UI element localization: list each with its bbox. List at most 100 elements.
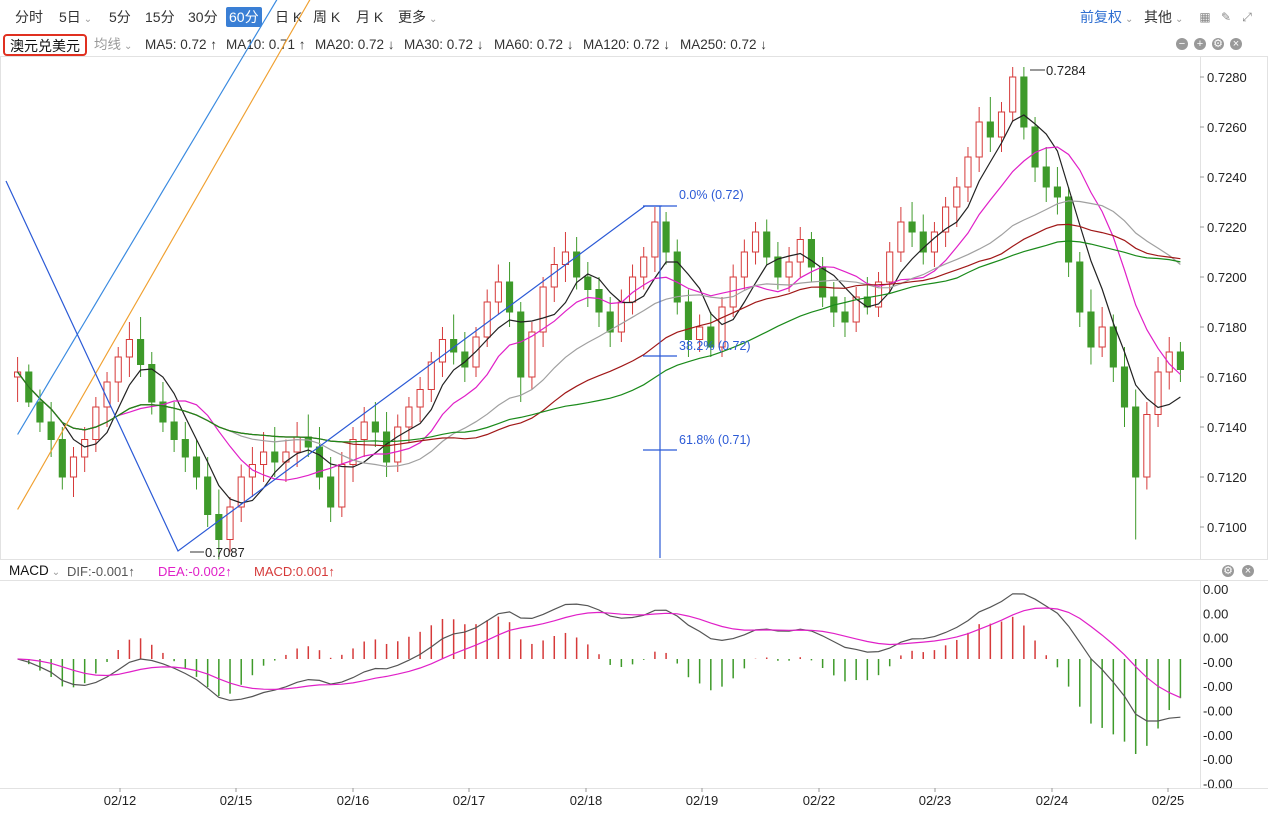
chevron-down-icon: ⌄ [124, 41, 133, 52]
candle-body [975, 121, 983, 158]
candle-body [1020, 76, 1028, 128]
period-tab-intraday[interactable]: 分时 [15, 9, 43, 25]
candle-body [81, 439, 89, 458]
fullscreen-icon[interactable]: ⤢ [1242, 10, 1252, 24]
macd-close-icon[interactable]: × [1242, 565, 1254, 577]
candle-body [237, 476, 245, 508]
period-tab-60min[interactable]: 60分 [226, 7, 262, 27]
macd-settings-gear-icon[interactable]: ⚙ [1222, 565, 1234, 577]
candle-body [1042, 166, 1050, 188]
candle-body [148, 364, 156, 403]
candle-body [204, 476, 212, 515]
macd-y-tick-label: -0.00 [1203, 776, 1233, 791]
macd-title[interactable]: MACD ⌄ [9, 563, 60, 578]
more-menu[interactable]: 更多 ⌄ [395, 7, 440, 27]
candle-body [14, 371, 22, 378]
chevron-down-icon: ⌄ [1125, 14, 1134, 25]
y-tick-label: 0.7140 [1207, 420, 1247, 435]
adjust-dropdown[interactable]: 前复权 ⌄ [1080, 7, 1133, 27]
low-value-label: 0.7087 [205, 545, 245, 560]
other-label: 其他 [1144, 9, 1172, 25]
fib-level-label: 61.8% (0.71) [679, 433, 751, 447]
avg-line-dropdown[interactable]: 均线 ⌄ [94, 37, 132, 55]
candle-body [651, 221, 659, 258]
period-tab-daily[interactable]: 日 K [275, 9, 303, 25]
macd-y-tick-label: -0.00 [1203, 655, 1233, 670]
candle-body [382, 431, 391, 463]
adjust-label: 前复权 [1080, 9, 1122, 25]
candle-body [47, 421, 55, 440]
candle-body [785, 261, 793, 278]
draw-pen-icon[interactable]: ✎ [1220, 10, 1232, 24]
other-dropdown[interactable]: 其他 ⌄ [1144, 7, 1183, 27]
x-tick-label: 02/17 [453, 793, 486, 808]
candle-body [58, 439, 66, 478]
ma250-label: MA250: 0.72 ↓ [680, 37, 768, 52]
candle-body [953, 186, 961, 208]
x-tick-label: 02/18 [570, 793, 603, 808]
candle-body [1053, 186, 1061, 198]
candle-body [539, 286, 547, 333]
period-tab-5day[interactable]: 5日 ⌄ [56, 7, 95, 27]
period-tab-weekly[interactable]: 周 K [313, 9, 341, 25]
candle-body [1009, 76, 1017, 113]
grid-icon[interactable]: ▦ [1199, 10, 1211, 24]
candle-body [192, 456, 201, 478]
candle-body [349, 439, 357, 465]
candle-body [304, 436, 312, 448]
macd-y-tick-label: -0.00 [1203, 679, 1233, 694]
candle-body [1132, 406, 1140, 478]
candle-body [271, 451, 279, 463]
period-tab-30min[interactable]: 30分 [188, 9, 218, 25]
candle-body [617, 301, 625, 333]
x-tick-label: 02/25 [1152, 793, 1185, 808]
macd-y-tick-label: -0.00 [1203, 752, 1233, 767]
macd-y-tick-label: -0.00 [1203, 728, 1233, 743]
ma120-label: MA120: 0.72 ↓ [583, 37, 671, 52]
ma-line [17, 240, 1181, 443]
candle-body [159, 401, 167, 423]
candle-body [114, 356, 122, 383]
candle-body [1065, 196, 1073, 263]
candle-body [774, 256, 782, 278]
chevron-down-icon: ⌄ [429, 14, 438, 25]
candle-body [942, 206, 950, 233]
dif-line [17, 593, 1181, 722]
candle-body [1165, 351, 1173, 373]
candle-body [69, 456, 78, 478]
high-value-label: 0.7284 [1046, 63, 1086, 78]
y-tick-label: 0.7100 [1207, 520, 1247, 535]
period-tab-5min[interactable]: 5分 [109, 9, 131, 25]
y-tick-label: 0.7120 [1207, 470, 1247, 485]
macd-y-tick-label: 0.00 [1203, 631, 1228, 646]
zoom-out-icon[interactable]: − [1176, 38, 1188, 50]
ma30-label: MA30: 0.72 ↓ [404, 37, 484, 52]
close-icon[interactable]: × [1230, 38, 1242, 50]
candle-body [505, 281, 514, 313]
macd-y-tick-label: -0.00 [1203, 704, 1233, 719]
settings-gear-icon[interactable]: ⚙ [1212, 38, 1224, 50]
period-tab-15min[interactable]: 15分 [145, 9, 175, 25]
candle-body [550, 264, 558, 288]
y-tick-label: 0.7200 [1207, 270, 1247, 285]
x-tick-label: 02/12 [104, 793, 137, 808]
period-tab-monthly[interactable]: 月 K [356, 9, 384, 25]
candle-body [796, 239, 804, 263]
candle-body [964, 156, 972, 188]
candle-body [215, 514, 223, 540]
chevron-down-icon: ⌄ [1175, 14, 1184, 25]
y-tick-label: 0.7220 [1207, 220, 1247, 235]
x-tick-label: 02/22 [803, 793, 836, 808]
candle-body [1109, 326, 1117, 368]
y-tick-label: 0.7260 [1207, 120, 1247, 135]
candle-body [170, 421, 178, 440]
candle-body [729, 276, 737, 308]
zoom-in-icon[interactable]: + [1194, 38, 1206, 50]
candle-body [1031, 126, 1039, 168]
candle-body [930, 231, 939, 253]
candle-body [36, 401, 44, 423]
symbol-label[interactable]: 澳元兑美元 [3, 34, 87, 56]
candle-body [371, 421, 379, 433]
candle-body [494, 281, 502, 303]
